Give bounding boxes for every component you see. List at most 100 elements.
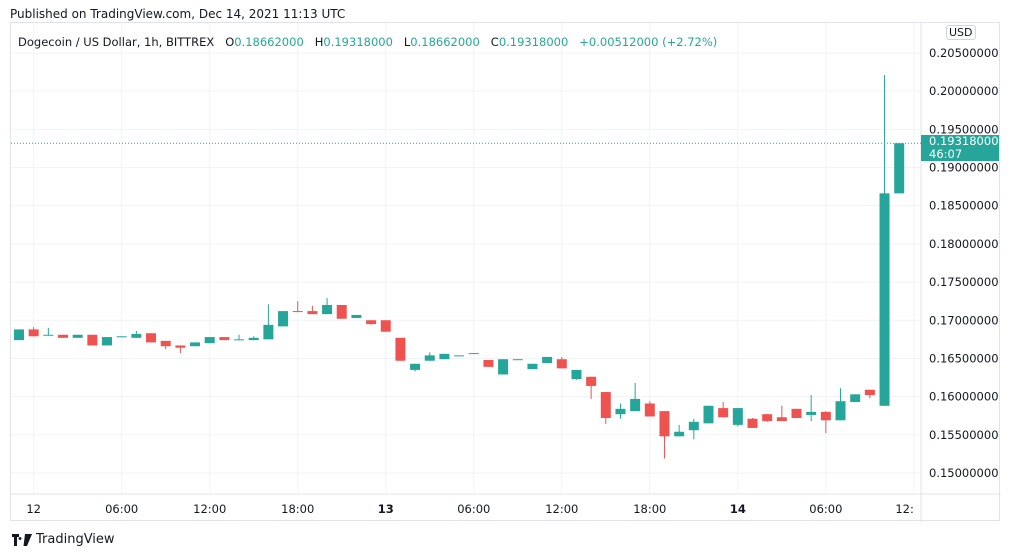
candle (527, 363, 538, 370)
candle-body (674, 431, 685, 437)
candle-body (512, 359, 523, 361)
candle (116, 336, 127, 338)
candle (542, 356, 553, 364)
candle (292, 301, 303, 313)
candle (483, 359, 494, 367)
candle (278, 311, 289, 327)
candle-body (410, 363, 421, 370)
y-tick-label: 0.15500000 (929, 428, 999, 442)
candle (190, 342, 201, 347)
candle (644, 401, 655, 417)
candle-body (160, 340, 171, 347)
candle (424, 352, 435, 361)
last-price-label: 0.19318000 46:07 (921, 135, 999, 161)
candle-body (747, 418, 758, 428)
candle-body (234, 339, 245, 341)
y-tick-label: 0.20000000 (929, 84, 999, 98)
candle-body (820, 411, 831, 421)
candle (600, 392, 611, 425)
x-tick-label: 18:00 (281, 502, 314, 516)
candle-body (791, 408, 802, 419)
candle-body (58, 334, 69, 338)
candle-body (600, 392, 611, 419)
y-tick-label: 0.16000000 (929, 390, 999, 404)
candle (674, 424, 685, 437)
x-tick-label: 12 (26, 502, 41, 516)
candle (468, 353, 479, 355)
candle (204, 337, 215, 344)
chart-frame: 0.15000000 0.15500000 0.16000000 0.16500000… (10, 22, 1001, 522)
open-value: 0.18662000 (234, 35, 304, 49)
y-tick-label: 0.15000000 (929, 466, 999, 480)
last-price-value: 0.19318000 (929, 135, 999, 148)
candle-body (439, 353, 450, 360)
candle-body (879, 193, 890, 406)
x-tick-label: 14 (730, 502, 746, 516)
candle-body (278, 311, 289, 327)
candle (630, 382, 641, 412)
candle (762, 414, 773, 422)
x-tick-label: 12:00 (193, 502, 226, 516)
bar-countdown: 46:07 (929, 147, 963, 161)
close-value: 0.19318000 (498, 35, 569, 49)
candle (498, 359, 509, 375)
candle (58, 334, 69, 338)
tradingview-logo-icon (12, 533, 32, 546)
candle-body (292, 311, 303, 313)
published-caption: Published on TradingView.com, Dec 14, 20… (10, 7, 346, 21)
candle (454, 355, 465, 357)
high-value: 0.19318000 (323, 35, 393, 49)
candle (806, 395, 817, 422)
candle (380, 320, 391, 332)
candle-body (615, 408, 626, 415)
y-tick-label: 0.18500000 (929, 199, 999, 213)
candle-body (644, 403, 655, 417)
candlestick-chart[interactable]: 0.15000000 0.15500000 0.16000000 0.16500000… (11, 23, 1001, 522)
y-tick-label: 0.17500000 (929, 275, 999, 289)
candle (248, 336, 259, 341)
candle (366, 320, 377, 325)
low-value: 0.18662000 (410, 35, 480, 49)
candle-body (146, 333, 157, 343)
candle-body (204, 337, 215, 344)
candle (28, 327, 39, 337)
candle (322, 298, 333, 315)
candle-body (894, 143, 905, 194)
candle-body (351, 314, 362, 318)
candle-body (190, 342, 201, 347)
candle-body (732, 408, 743, 425)
candle (791, 408, 802, 419)
currency-button[interactable]: USD (946, 25, 976, 40)
candle-body (87, 334, 98, 346)
high-label: H (314, 35, 324, 49)
candle-body (219, 337, 230, 341)
candle (234, 334, 245, 341)
candle (718, 401, 729, 418)
ohlc-legend: Dogecoin / US Dollar, 1h, BITTREX O0.186… (18, 35, 717, 49)
candle-body (571, 369, 582, 380)
x-tick-label: 06:00 (105, 502, 138, 516)
candle (659, 411, 670, 459)
candle-body (850, 394, 861, 402)
candle-body (630, 398, 641, 412)
candle (87, 334, 98, 346)
candle (336, 304, 347, 319)
y-tick-label: 0.20500000 (929, 46, 999, 60)
candle (160, 340, 171, 350)
candle (410, 363, 421, 372)
candle (732, 408, 743, 427)
candle (146, 333, 157, 343)
candle (615, 403, 626, 419)
candle (688, 418, 699, 440)
candle-body (131, 334, 142, 338)
candle (586, 376, 597, 399)
candle (512, 359, 523, 361)
x-tick-label: 12:00 (545, 502, 578, 516)
y-tick-label: 0.19500000 (929, 122, 999, 136)
open-label: O (225, 35, 235, 49)
candle-body (72, 334, 83, 338)
candle (307, 305, 318, 315)
x-tick-label: 12: (895, 502, 914, 516)
candle-body (835, 401, 846, 421)
tradingview-logo[interactable]: TradingView (12, 532, 115, 547)
